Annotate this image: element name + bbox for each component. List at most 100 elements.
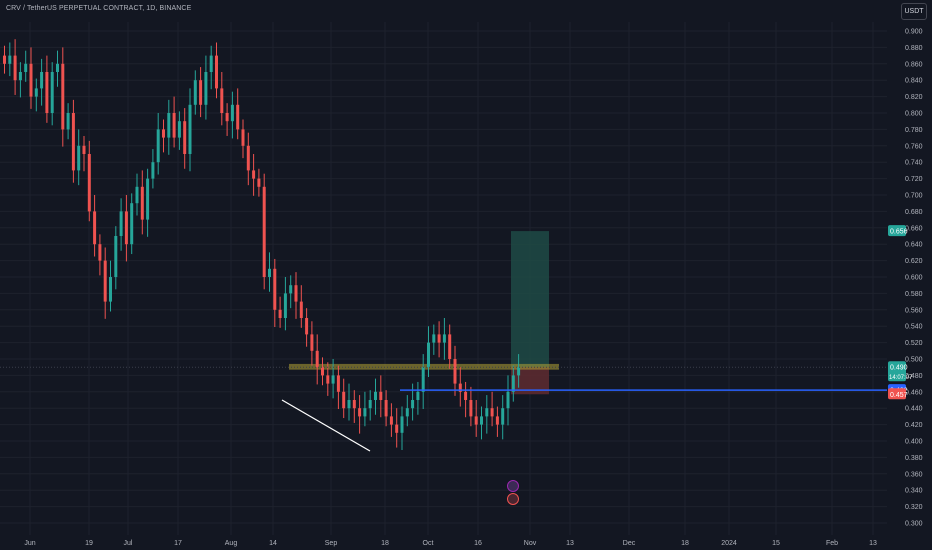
x-tick-label: 17 [174,540,182,547]
x-tick-label: 18 [681,540,689,547]
candle-body [342,391,346,409]
candle-body [146,178,150,220]
candle-body [87,154,91,212]
x-tick-label: Sep [325,540,338,547]
candle-body [453,359,457,384]
candle-body [114,236,118,277]
lightning-event-icon[interactable] [507,480,519,492]
y-tick-label: 0.320 [905,504,923,511]
candle-body [183,121,187,154]
y-tick-label: 0.740 [905,160,923,167]
symbol-header: CRV / TetherUS PERPETUAL CONTRACT, 1D, B… [6,5,192,12]
candle-body [29,63,33,97]
candle-body [172,113,176,138]
candle-body [56,63,59,72]
y-tick-label: 0.600 [905,275,923,282]
candle-body [3,55,6,64]
candle-body [8,55,12,64]
y-tick-label: 0.800 [905,111,923,118]
candle-body [501,408,505,425]
candle-body [511,375,515,392]
currency-button[interactable]: USDT [901,3,927,20]
x-tick-label: 18 [381,540,389,547]
candle-body [220,88,224,113]
candle-body [464,391,468,400]
current-price-badge [888,361,906,382]
y-tick-label: 0.840 [905,78,923,85]
candle-body [156,129,160,163]
candle-body [130,203,134,245]
candle-body [162,129,165,138]
x-tick-label: Jul [124,540,133,547]
y-tick-label: 0.820 [905,94,923,101]
candle-body [358,408,362,417]
y-tick-label: 0.380 [905,455,923,462]
candle-body [411,400,415,409]
candle-body [24,63,28,72]
candle-body [517,367,521,376]
candle-body [421,367,425,392]
candle-body [289,285,293,294]
candle-body [209,55,213,72]
candle-body [352,400,356,409]
y-tick-label: 0.720 [905,176,923,183]
x-tick-label: 2024 [721,540,737,547]
candle-body [384,400,388,417]
y-tick-label: 0.560 [905,307,923,314]
y-tick-label: 0.420 [905,422,923,429]
y-tick-label: 0.780 [905,127,923,134]
flag-event-icon[interactable] [507,493,519,505]
candle-body [294,285,298,302]
candle-body [336,375,340,392]
candle-body [246,145,250,171]
candle-body [71,113,75,171]
x-tick-label: 13 [566,540,574,547]
candle-body [225,113,229,122]
candle-body [109,277,112,302]
y-tick-label: 0.860 [905,61,923,68]
candle-body [495,416,499,425]
candle-body [310,334,314,351]
candle-body [204,72,208,105]
x-tick-label: 14 [269,540,277,547]
drawing-zones [289,231,559,395]
candle-body [389,416,393,425]
candle-body [40,72,44,89]
candle-body [45,72,49,113]
x-tick-label: Nov [524,540,537,547]
candle-body [299,301,303,318]
y-tick-label: 0.620 [905,258,923,265]
candle-body [305,318,309,335]
candle-body [490,408,494,417]
y-tick-label: 0.460 [905,389,923,396]
candle-body [427,342,430,368]
x-tick-label: 19 [85,540,93,547]
candle-body [167,113,171,138]
y-tick-label: 0.900 [905,29,923,36]
stop-badge-label: 0.457 [890,392,908,399]
candle-body [230,104,234,122]
x-tick-label: Feb [826,540,838,547]
candle-body [432,334,436,343]
y-tick-label: 0.480 [905,373,923,380]
candle-body [103,260,107,302]
x-tick-label: Oct [423,540,434,547]
y-tick-label: 0.640 [905,242,923,249]
candle-body [151,162,155,179]
y-tick-label: 0.680 [905,209,923,216]
candle-body [252,170,256,179]
current-price-badge-countdown: 14:07:07 [889,375,913,381]
stop-badge [888,388,906,400]
candle-body [18,72,22,81]
x-tick-label: 16 [474,540,482,547]
candle-body [188,104,192,154]
y-tick-label: 0.440 [905,406,923,413]
candle-body [474,416,478,425]
price-axis: 0.900 0.880 0.860 0.840 0.820 0.800 0.780 0.760… [905,29,923,528]
candle-body [321,367,324,376]
resistance-zone [289,363,559,370]
x-tick-label: Aug [225,540,238,547]
candle-body [315,350,319,368]
time-axis: Jun 19 Jul 17 Aug 14 Sep 18 Oct 16 Nov 13 Dec 18 2024 1… [24,540,877,547]
